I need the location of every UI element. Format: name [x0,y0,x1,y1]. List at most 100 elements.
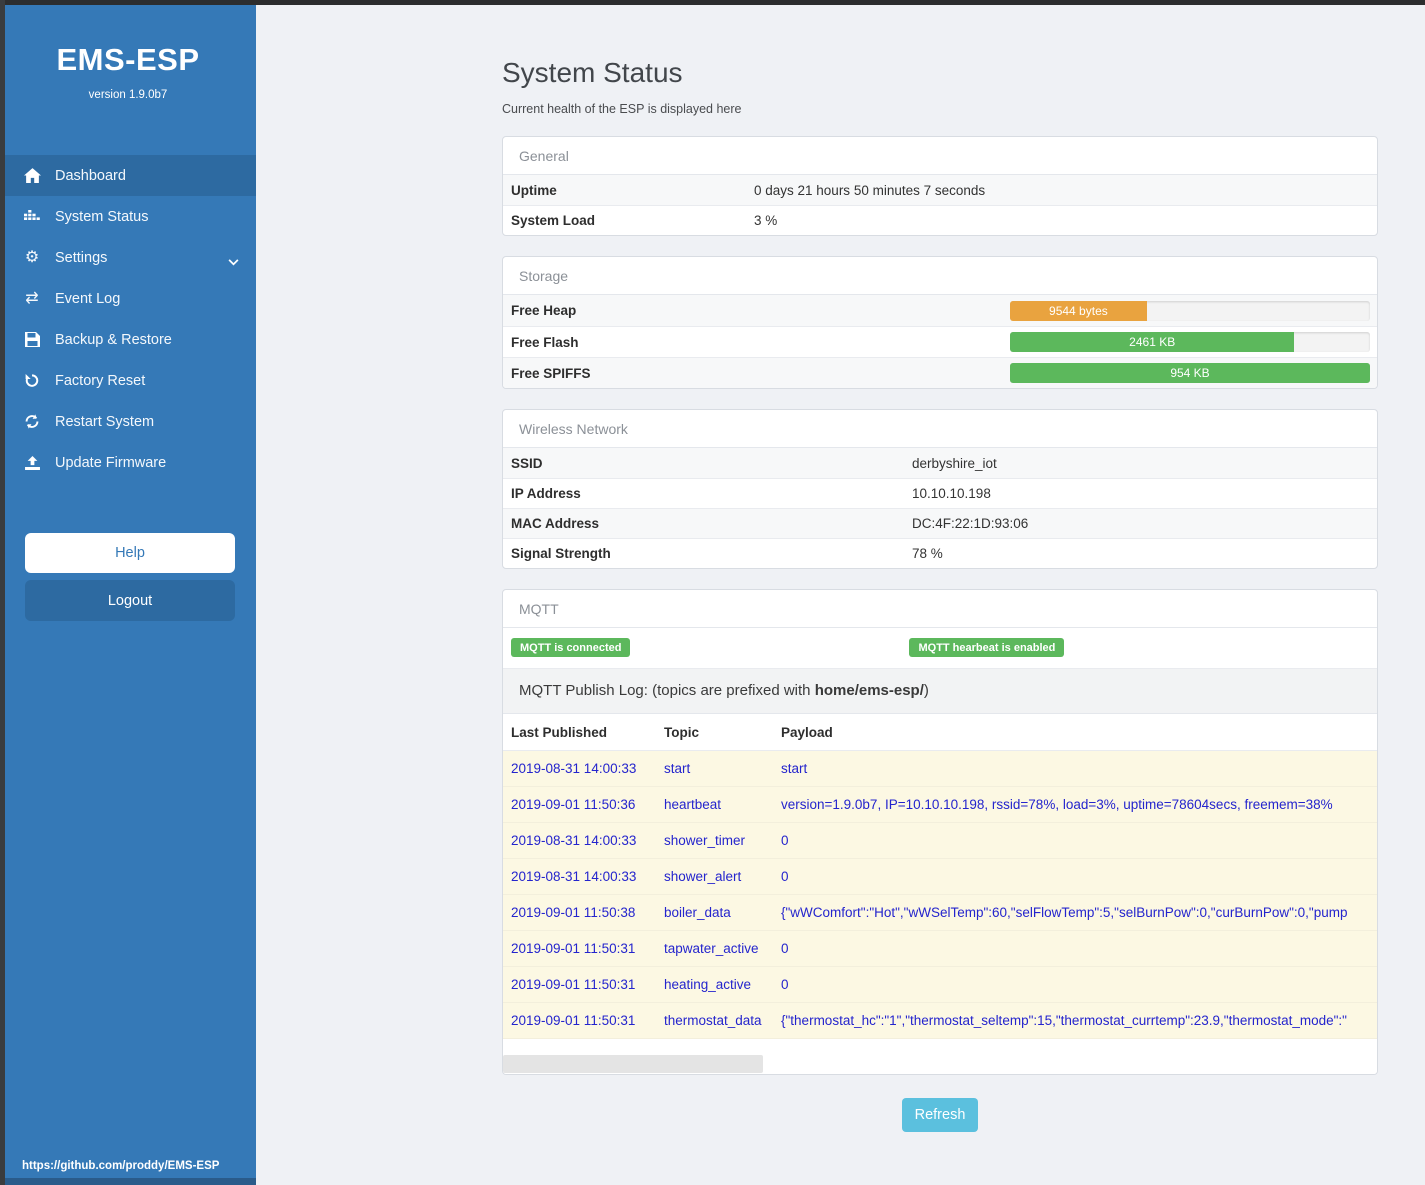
sidebar-item-factory-reset[interactable]: Factory Reset [0,360,256,401]
row-value: 10.10.10.198 [912,486,991,501]
table-row: Uptime 0 days 21 hours 50 minutes 7 secon… [503,175,1377,205]
mqtt-log-table: Last Published Topic Payload 2019-08-31 14… [503,714,1377,1074]
log-date: 2019-08-31 14:00:33 [511,833,637,848]
mqtt-log-table-header: Last Published Topic Payload [503,714,1377,751]
sidebar-item-system-status[interactable]: System Status [0,196,256,237]
status-badge: MQTT is connected [511,638,631,657]
home-icon [20,168,44,183]
horizontal-scrollbar-track [503,1039,1377,1074]
factory-reset-icon [20,373,44,388]
column-header: Last Published [511,724,608,740]
wireless-card-header: Wireless Network [503,410,1377,448]
github-link[interactable]: https://github.com/proddy/EMS-ESP [22,1160,220,1172]
status-badge: MQTT hearbeat is enabled [909,638,1065,657]
log-topic: heartbeat [664,797,722,812]
log-date: 2019-09-01 11:50:31 [511,941,636,956]
general-rows: Uptime 0 days 21 hours 50 minutes 7 secon… [503,175,1377,235]
log-topic: tapwater_active [664,941,759,956]
sidebar-item-label: Backup & Restore [55,331,172,348]
log-topic: shower_alert [664,869,742,884]
table-row: Free SPIFFS 954 KB [503,357,1377,388]
log-topic: heating_active [664,977,752,992]
log-payload: 0 [781,833,789,848]
log-row: 2019-09-01 11:50:31 heating_active 0 [503,967,1377,1003]
log-row: 2019-09-01 11:50:31 thermostat_data {"ther… [503,1003,1377,1039]
sidebar-item-event-log[interactable]: ⇄ Event Log [0,278,256,319]
log-topic: boiler_data [664,905,731,920]
progress-bar-track: 2461 KB [1010,332,1370,352]
gear-icon: ⚙ [24,248,40,266]
log-date: 2019-09-01 11:50:31 [511,1013,636,1028]
main-content: System Status Current health of the ESP … [502,0,1378,1132]
mqtt-log-rows: 2019-08-31 14:00:33 start start 2019-09-01 … [503,751,1377,1039]
table-row: Signal Strength 78 % [503,538,1377,568]
save-icon [20,332,44,347]
general-card: General Uptime 0 days 21 hours 50 minutes… [502,136,1378,236]
row-value: 78 % [912,546,943,561]
log-date: 2019-08-31 14:00:33 [511,869,637,884]
help-button[interactable]: Help [25,533,235,573]
restart-icon [20,414,44,429]
sidebar-item-label: Dashboard [55,167,126,184]
row-label: IP Address [511,486,581,501]
log-date: 2019-09-01 11:50:36 [511,797,636,812]
table-row: MAC Address DC:4F:22:1D:93:06 [503,508,1377,538]
log-row: 2019-09-01 11:50:38 boiler_data {"wWComfor… [503,895,1377,931]
log-payload: 0 [781,869,789,884]
sidebar-footer-strip [0,1178,256,1185]
row-value: 0 days 21 hours 50 minutes 7 seconds [754,182,986,198]
storage-card-header: Storage [503,257,1377,295]
sidebar-item-label: Factory Reset [55,372,146,389]
wireless-rows: SSID derbyshire_iot IP Address 10.10.10.198… [503,448,1377,568]
publish-log-suffix: ) [923,682,929,699]
storage-card: Storage Free Heap 9544 bytes Free Flash 246… [502,256,1378,389]
log-payload: 0 [781,941,789,956]
row-label: Free SPIFFS [511,365,591,381]
row-value: DC:4F:22:1D:93:06 [912,516,1029,531]
page-subtitle: Current health of the ESP is displayed h… [502,102,742,116]
general-card-header: General [503,137,1377,175]
log-date: 2019-09-01 11:50:38 [511,905,636,920]
log-date: 2019-09-01 11:50:31 [511,977,636,992]
row-label: SSID [511,455,543,471]
row-label: Free Flash [511,334,579,350]
table-row: SSID derbyshire_iot [503,448,1377,478]
progress-bar-track: 9544 bytes [1010,300,1370,321]
sidebar-item-dashboard[interactable]: Dashboard [0,155,256,196]
progress-bar-track: 954 KB [1010,363,1370,383]
row-label: System Load [511,213,596,228]
sidebar-buttons: Help Logout [25,533,235,621]
mqtt-badges: MQTT is connected MQTT hearbeat is enable… [503,628,1377,669]
horizontal-scrollbar-thumb[interactable] [503,1055,763,1073]
log-row: 2019-08-31 14:00:33 shower_timer 0 [503,823,1377,859]
sidebar: EMS-ESP version 1.9.0b7 Dashboard System … [0,0,256,1185]
sidebar-item-update-firmware[interactable]: Update Firmware [0,442,256,483]
progress-bar-fill: 954 KB [1010,363,1370,383]
sidebar-item-label: System Status [55,208,149,225]
sidebar-item-restart-system[interactable]: Restart System [0,401,256,442]
row-label: Free Heap [511,303,577,318]
sidebar-item-settings[interactable]: ⚙ Settings [0,237,256,278]
app-title: EMS-ESP [56,42,200,77]
mqtt-publish-log-caption: MQTT Publish Log: (topics are prefixed w… [503,669,1377,714]
log-row: 2019-09-01 11:50:31 tapwater_active 0 [503,931,1377,967]
progress-bar-fill: 2461 KB [1010,332,1295,352]
sidebar-item-label: Settings [55,249,108,266]
log-payload: {"thermostat_hc":"1","thermostat_seltemp… [781,1013,1347,1028]
log-topic: shower_timer [664,833,746,848]
sidebar-item-backup-restore[interactable]: Backup & Restore [0,319,256,360]
log-date: 2019-08-31 14:00:33 [511,761,637,776]
refresh-button[interactable]: Refresh [902,1098,978,1132]
system-status-icon [20,210,44,223]
row-label: Uptime [511,182,557,198]
logout-button[interactable]: Logout [25,580,235,621]
table-row: System Load 3 % [503,205,1377,235]
log-payload: version=1.9.0b7, IP=10.10.10.198, rssid=… [781,797,1333,812]
sidebar-item-label: Restart System [55,413,155,430]
table-row: IP Address 10.10.10.198 [503,478,1377,508]
log-payload: 0 [781,977,789,992]
table-row: Free Heap 9544 bytes [503,295,1377,326]
mqtt-card-header: MQTT [503,590,1377,628]
publish-log-topic-prefix: home/ems-esp/ [814,682,924,699]
app-version: version 1.9.0b7 [88,89,168,101]
